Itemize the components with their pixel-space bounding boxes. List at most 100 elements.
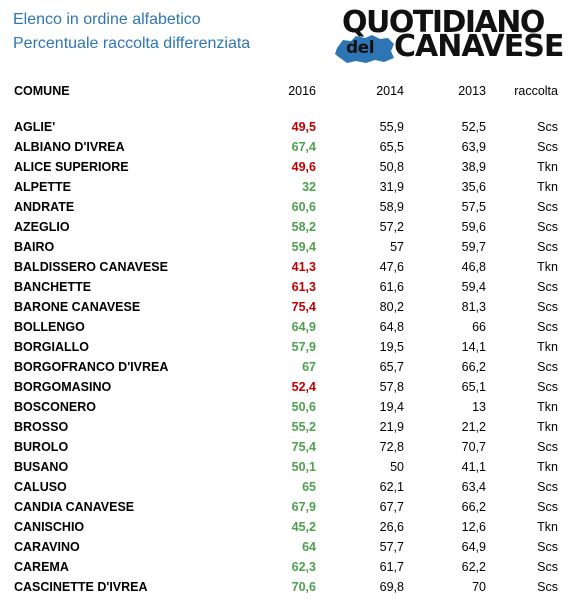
cell-raccolta: Tkn [537, 460, 558, 474]
cell-raccolta: Scs [537, 140, 558, 154]
cell-raccolta: Scs [537, 220, 558, 234]
cell-2016: 67,4 [291, 140, 316, 154]
table-row: BUSANO 50,1 50 41,1 Tkn [10, 457, 558, 477]
cell-raccolta: Scs [537, 380, 558, 394]
column-header-comune: COMUNE [14, 84, 70, 98]
table-row: ALPETTE 32 31,9 35,6 Tkn [10, 177, 558, 197]
table-row: CASCINETTE D'IVREA 70,6 69,8 70 Scs [10, 577, 558, 597]
cell-2014: 55,9 [379, 120, 404, 134]
table-row: BUROLO 75,4 72,8 70,7 Scs [10, 437, 558, 457]
table-row: BORGOMASINO 52,4 57,8 65,1 Scs [10, 377, 558, 397]
cell-raccolta: Scs [537, 320, 558, 334]
cell-raccolta: Tkn [537, 160, 558, 174]
cell-2016: 64,9 [291, 320, 316, 334]
cell-raccolta: Scs [537, 580, 558, 594]
cell-comune: BUROLO [14, 440, 69, 454]
cell-comune: CANDIA CANAVESE [14, 500, 135, 514]
cell-comune: ALPETTE [14, 180, 71, 194]
cell-comune: BOLLENGO [14, 320, 85, 334]
cell-2013: 66 [472, 320, 486, 334]
cell-raccolta: Scs [537, 540, 558, 554]
cell-2014: 47,6 [379, 260, 404, 274]
logo-word-del: del [346, 38, 375, 58]
cell-2016: 61,3 [291, 280, 316, 294]
cell-2013: 14,1 [461, 340, 486, 354]
table-row: ALICE SUPERIORE 49,6 50,8 38,9 Tkn [10, 157, 558, 177]
table-row: BORGOFRANCO D'IVREA 67 65,7 66,2 Scs [10, 357, 558, 377]
cell-2013: 64,9 [461, 540, 486, 554]
cell-raccolta: Scs [537, 440, 558, 454]
header: Elenco in ordine alfabetico Percentuale … [13, 8, 250, 56]
cell-2013: 21,2 [461, 420, 486, 434]
cell-2013: 35,6 [461, 180, 486, 194]
cell-comune: ALBIANO D'IVREA [14, 140, 125, 154]
cell-comune: BORGOFRANCO D'IVREA [14, 360, 169, 374]
cell-2014: 61,6 [379, 280, 404, 294]
cell-2016: 45,2 [291, 520, 316, 534]
table-body: AGLIE' 49,5 55,9 52,5 Scs ALBIANO D'IVREA 67,4… [10, 103, 558, 597]
cell-2013: 59,6 [461, 220, 486, 234]
cell-2013: 59,7 [461, 240, 486, 254]
cell-raccolta: Scs [537, 200, 558, 214]
cell-2014: 50,8 [379, 160, 404, 174]
cell-2016: 65 [302, 480, 316, 494]
cell-comune: CANISCHIO [14, 520, 85, 534]
cell-raccolta: Tkn [537, 520, 558, 534]
cell-raccolta: Scs [537, 240, 558, 254]
table-row: BANCHETTE 61,3 61,6 59,4 Scs [10, 277, 558, 297]
cell-raccolta: Scs [537, 120, 558, 134]
cell-comune: CARAVINO [14, 540, 80, 554]
cell-2016: 67,9 [291, 500, 316, 514]
cell-2014: 69,8 [379, 580, 404, 594]
table-row: BOSCONERO 50,6 19,4 13 Tkn [10, 397, 558, 417]
cell-2016: 57,9 [291, 340, 316, 354]
cell-2014: 19,5 [379, 340, 404, 354]
cell-comune: BALDISSERO CANAVESE [14, 260, 168, 274]
cell-2016: 62,3 [291, 560, 316, 574]
cell-comune: CALUSO [14, 480, 67, 494]
cell-raccolta: Tkn [537, 340, 558, 354]
cell-2016: 58,2 [291, 220, 316, 234]
cell-comune: BOSCONERO [14, 400, 96, 414]
cell-raccolta: Scs [537, 500, 558, 514]
cell-comune: AGLIE' [14, 120, 56, 134]
cell-2014: 50 [390, 460, 404, 474]
cell-2013: 62,2 [461, 560, 486, 574]
cell-2016: 70,6 [291, 580, 316, 594]
cell-2013: 70,7 [461, 440, 486, 454]
cell-2013: 66,2 [461, 500, 486, 514]
cell-2014: 62,1 [379, 480, 404, 494]
column-header-raccolta: raccolta [514, 84, 558, 98]
cell-comune: BORGIALLO [14, 340, 89, 354]
cell-comune: BARONE CANAVESE [14, 300, 141, 314]
table-row: ANDRATE 60,6 58,9 57,5 Scs [10, 197, 558, 217]
cell-2016: 64 [302, 540, 316, 554]
column-header-2014: 2014 [376, 84, 404, 98]
cell-2016: 60,6 [291, 200, 316, 214]
table-row: BORGIALLO 57,9 19,5 14,1 Tkn [10, 337, 558, 357]
cell-2013: 13 [472, 400, 486, 414]
table-row: BAIRO 59,4 57 59,7 Scs [10, 237, 558, 257]
cell-comune: BORGOMASINO [14, 380, 112, 394]
table-header-row: COMUNE 2016 2014 2013 raccolta [10, 79, 558, 103]
cell-raccolta: Tkn [537, 260, 558, 274]
table-row: BALDISSERO CANAVESE 41,3 47,6 46,8 Tkn [10, 257, 558, 277]
cell-comune: ALICE SUPERIORE [14, 160, 129, 174]
cell-2014: 64,8 [379, 320, 404, 334]
cell-comune: BUSANO [14, 460, 69, 474]
table-row: CARAVINO 64 57,7 64,9 Scs [10, 537, 558, 557]
piedmont-map-icon [335, 35, 394, 63]
cell-2016: 55,2 [291, 420, 316, 434]
column-header-2016: 2016 [288, 84, 316, 98]
cell-comune: BAIRO [14, 240, 55, 254]
cell-2013: 81,3 [461, 300, 486, 314]
cell-2013: 66,2 [461, 360, 486, 374]
table-row: BARONE CANAVESE 75,4 80,2 81,3 Scs [10, 297, 558, 317]
cell-2016: 49,5 [291, 120, 316, 134]
table-row: CANISCHIO 45,2 26,6 12,6 Tkn [10, 517, 558, 537]
cell-raccolta: Tkn [537, 180, 558, 194]
cell-comune: BROSSO [14, 420, 69, 434]
cell-2014: 80,2 [379, 300, 404, 314]
cell-raccolta: Tkn [537, 420, 558, 434]
cell-2014: 26,6 [379, 520, 404, 534]
